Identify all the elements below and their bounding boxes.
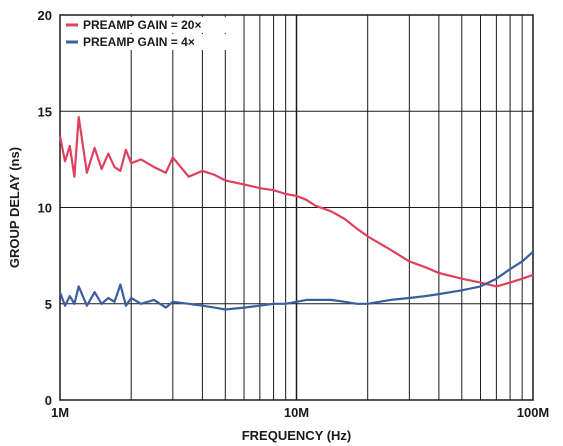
series-line-1: [58, 115, 534, 288]
x-tick-label: 10M: [284, 405, 309, 420]
y-tick-label: 5: [45, 297, 52, 312]
series-line-2: [58, 250, 534, 311]
series-layer: [58, 115, 534, 311]
y-tick-label: 20: [38, 8, 52, 23]
y-tick-labels: 0 5 10 15 20: [38, 8, 52, 408]
x-axis-label: FREQUENCY (Hz): [242, 428, 352, 443]
y-tick-label: 10: [38, 201, 52, 216]
y-tick-label: 15: [38, 104, 52, 119]
legend-background: [63, 34, 241, 50]
legend: PREAMP GAIN = 20× PREAMP GAIN = 4×: [63, 17, 241, 50]
plot-frame: [59, 14, 534, 401]
x-tick-label: 1M: [51, 405, 69, 420]
x-tick-label: 100M: [517, 405, 550, 420]
legend-label: PREAMP GAIN = 4×: [83, 35, 195, 49]
y-tick-label: 0: [45, 393, 52, 408]
legend-label: PREAMP GAIN = 20×: [83, 18, 202, 32]
x-tick-labels: 1M 10M 100M: [51, 405, 549, 420]
grid: [60, 15, 533, 400]
legend-background: [63, 17, 241, 33]
y-axis-label: GROUP DELAY (ns): [7, 147, 22, 268]
